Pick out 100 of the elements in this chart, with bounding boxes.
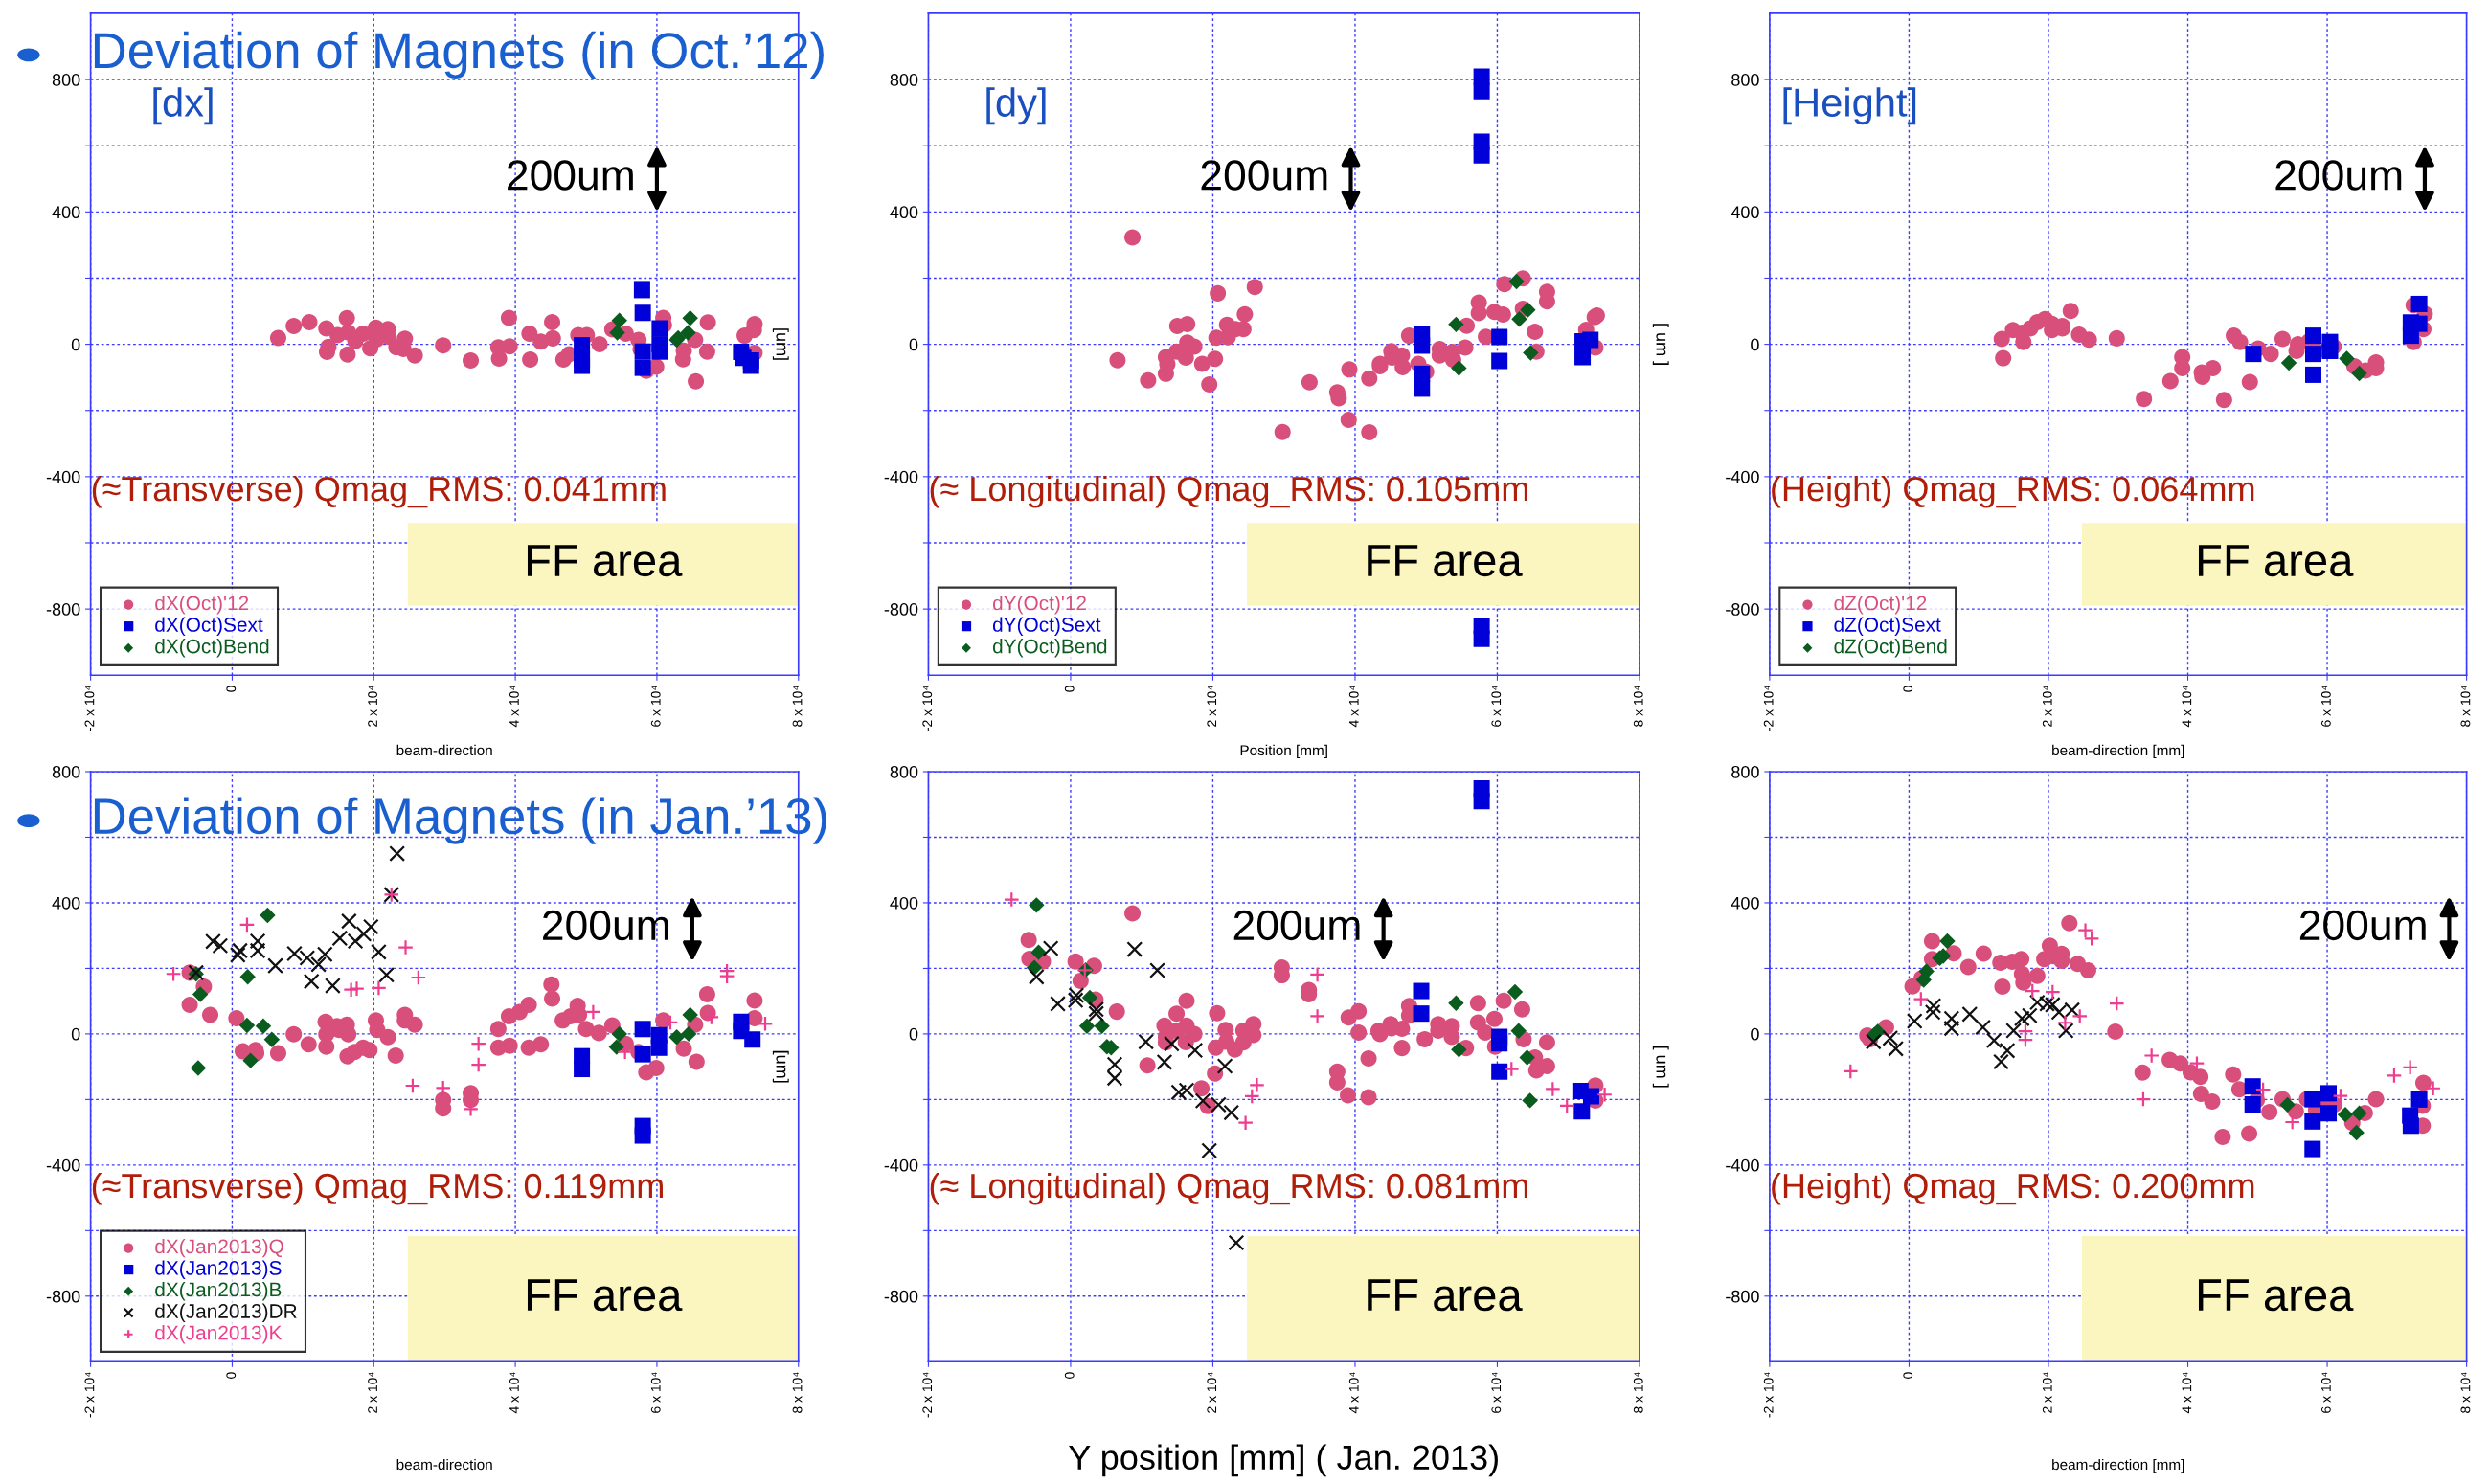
annotation: FF area [2198,1279,2354,1312]
annotation: (≈Transverse) Qmag_RMS: 0.119mm [92,1172,663,1205]
legend-label: dX(Jan2013)S [155,1260,282,1279]
x-tick-label: 4 x 10⁴ [2182,686,2192,728]
annotation: FF area [527,545,683,577]
y-tick-label: 0 [909,338,918,351]
x-tick-label: -2 x 10⁴ [922,1372,933,1418]
y-tick-label: 800 [52,765,80,778]
annotation: 200um [2299,910,2426,941]
legend-label: dX(Jan2013)K [155,1325,283,1344]
x-tick-label: 6 x 10⁴ [2320,1372,2331,1413]
legend-label: dY(Oct)Sext [992,617,1101,636]
x-tick-label: 2 x 10⁴ [2042,1372,2052,1413]
annotation: 200um [2275,160,2402,191]
y-tick-label: -800 [1726,1290,1759,1303]
legend-label: dX(Oct)Sext [155,617,263,636]
x-tick-label: 0 [1064,1372,1075,1379]
x-tick-label: 4 x 10⁴ [509,686,519,728]
x-tick-label: 2 x 10⁴ [368,686,377,727]
x-tick-label: -2 x 10⁴ [1763,1372,1774,1418]
y-tick-label: -400 [1726,1158,1759,1172]
legend-label: dX(Jan2013)Q [155,1238,283,1258]
annotation: [dx] [153,87,213,125]
annotation: [dy] [986,87,1046,125]
x-tick-label: 8 x 10⁴ [792,686,803,727]
y-tick-label: -800 [884,603,918,616]
legend-label: dZ(Oct)Sext [1834,617,1941,636]
x-tick-label: 6 x 10⁴ [1491,1372,1502,1413]
y-tick-label: 800 [890,765,918,778]
x-tick-label: 4 x 10⁴ [509,1372,519,1414]
x-axis-title: beam-direction [mm] [2052,744,2184,759]
y-axis-title: [um] [772,328,789,360]
x-tick-label: -2 x 10⁴ [84,1372,95,1418]
x-tick-label: 4 x 10⁴ [2182,1372,2192,1414]
x-tick-label: 2 x 10⁴ [2042,686,2052,727]
annotation: (Height) Qmag_RMS: 0.064mm [1772,475,2254,508]
x-tick-label: 6 x 10⁴ [1491,686,1502,727]
annotation: FF area [2198,545,2354,577]
x-tick-label: 6 x 10⁴ [650,686,661,727]
legend-label: dY(Oct)'12 [992,595,1086,615]
y-tick-label: 0 [71,338,80,351]
x-tick-label: 0 [226,686,237,692]
x-tick-label: 4 x 10⁴ [1348,1372,1359,1414]
x-tick-label: 8 x 10⁴ [792,1372,803,1413]
x-axis-title: beam-direction [396,744,492,756]
y-tick-label: 800 [890,74,918,86]
annotation: [Height] [1783,87,1916,125]
x-tick-label: -2 x 10⁴ [1763,686,1774,731]
x-axis-title: beam-direction [mm] [2052,1458,2184,1473]
y-tick-label: 0 [909,1027,918,1041]
x-tick-label: 4 x 10⁴ [1348,686,1359,728]
annotation: (≈ Longitudinal) Qmag_RMS: 0.105mm [930,475,1527,508]
annotation: FF area [1368,545,1523,577]
annotation: 200um [543,910,668,941]
y-tick-label: 400 [1731,896,1759,910]
annotation: 200um [1201,160,1327,191]
y-tick-label: 400 [890,206,918,219]
legend-label: dY(Oct)Bend [992,639,1107,658]
y-tick-label: 0 [1751,338,1759,351]
x-tick-label: 8 x 10⁴ [2460,1372,2471,1413]
x-tick-label: 8 x 10⁴ [1633,686,1643,727]
annotation: 200um [1233,910,1360,941]
x-tick-label: 6 x 10⁴ [650,1372,661,1413]
y-tick-label: -400 [884,1158,918,1172]
y-tick-label: 800 [1731,765,1759,778]
legend-label: dX(Jan2013)DR [155,1303,297,1322]
annotation: (≈ Longitudinal) Qmag_RMS: 0.081mm [930,1172,1527,1205]
y-tick-label: -400 [884,470,918,483]
x-tick-label: 0 [1064,686,1075,692]
x-tick-label: 6 x 10⁴ [2320,686,2331,727]
x-tick-label: 0 [1903,1372,1913,1379]
x-tick-label: 8 x 10⁴ [1633,1372,1643,1413]
annotation: (Height) Qmag_RMS: 0.200mm [1772,1172,2254,1205]
annotation: 200um [508,160,633,191]
y-axis-title: [ um ] [1652,324,1669,365]
legend-label: dZ(Oct)'12 [1834,595,1927,615]
x-axis-title: beam-direction [396,1458,492,1471]
y-tick-label: -400 [46,1158,80,1172]
y-tick-label: -400 [1726,470,1759,483]
y-axis-title: [ um ] [1652,1046,1669,1088]
y-tick-label: 400 [52,206,80,219]
y-tick-label: 800 [1731,74,1759,86]
y-tick-label: -800 [884,1290,918,1303]
y-tick-label: -800 [1726,603,1759,616]
y-tick-label: 0 [71,1027,80,1041]
x-axis-title: Position [mm] [1240,744,1327,759]
y-tick-label: -800 [46,1290,80,1303]
y-tick-label: 400 [52,896,80,910]
y-axis-title: [um] [772,1050,789,1083]
x-tick-label: -2 x 10⁴ [84,686,95,731]
x-tick-label: 8 x 10⁴ [2460,686,2471,727]
annotation: FF area [527,1279,683,1312]
x-tick-label: -2 x 10⁴ [922,686,933,731]
x-tick-label: 2 x 10⁴ [1207,686,1217,727]
x-tick-label: 2 x 10⁴ [1207,1372,1217,1413]
x-axis-title: Y position [mm] ( Jan. 2013) [1069,1444,1498,1477]
y-tick-label: 0 [1751,1027,1759,1041]
annotation: FF area [1368,1279,1523,1312]
x-tick-label: 0 [1903,686,1913,692]
y-tick-label: 800 [52,74,80,86]
